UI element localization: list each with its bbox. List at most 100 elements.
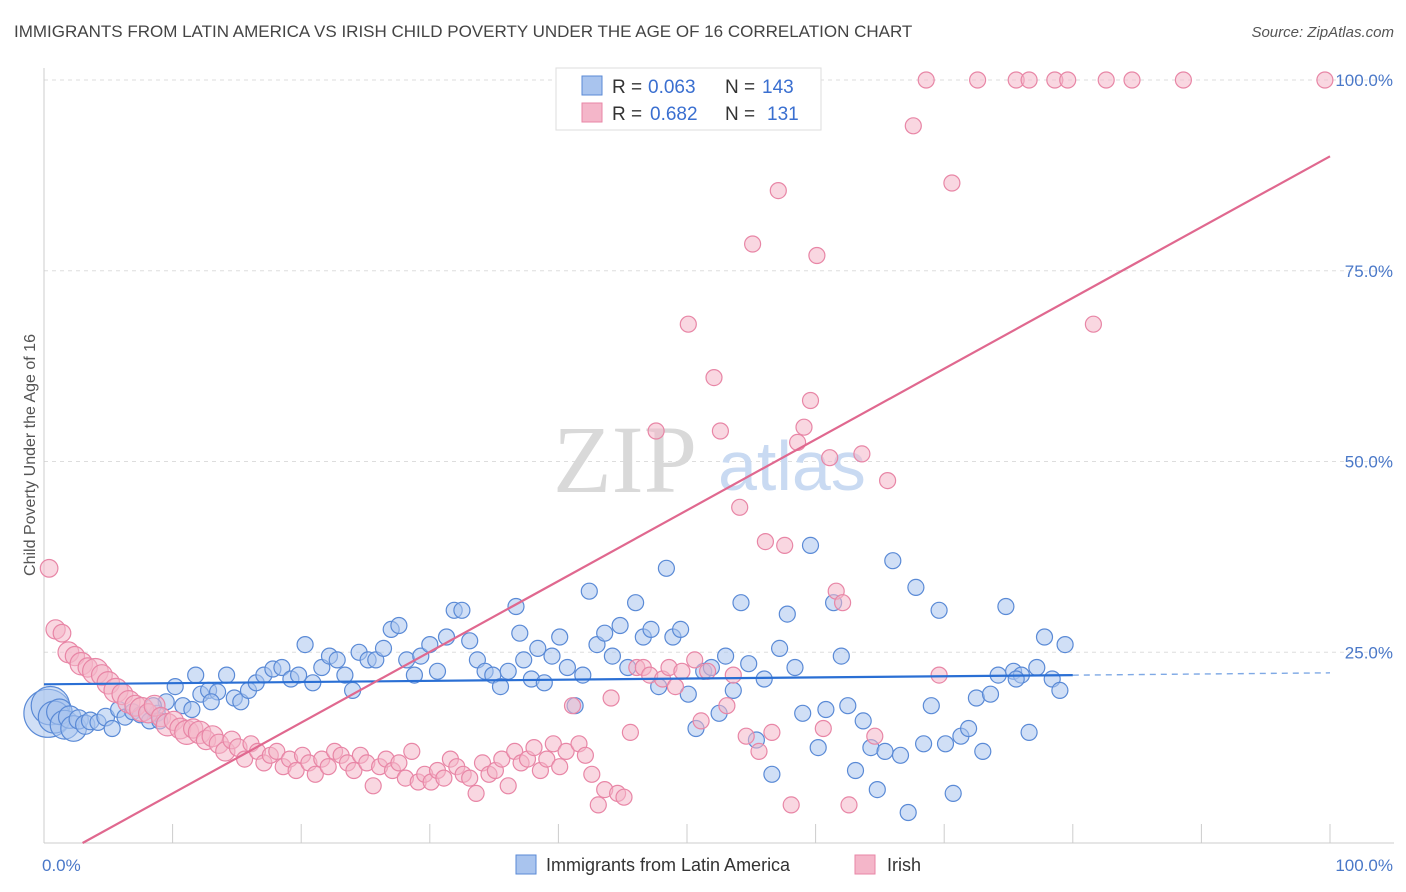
blue-point-64 xyxy=(515,651,533,669)
legend-r-label-pink: R = xyxy=(612,104,642,125)
pink-point-65 xyxy=(461,769,479,787)
blue-point-118 xyxy=(922,697,940,715)
y-axis-label: Child Poverty Under the Age of 16 xyxy=(22,334,39,576)
pink-point-90 xyxy=(621,723,640,742)
pink-point-121 xyxy=(821,449,839,467)
pink-point-50 xyxy=(364,777,382,795)
pink-point-117 xyxy=(795,418,813,436)
pink-point-110 xyxy=(750,742,768,761)
blue-point-99 xyxy=(778,605,796,623)
blue-point-56 xyxy=(453,601,471,619)
bottom-legend-swatch-pink xyxy=(854,854,876,875)
pink-point-126 xyxy=(866,727,884,745)
blue-point-40 xyxy=(328,651,346,669)
pink-point-118 xyxy=(801,391,820,410)
pink-point-56 xyxy=(403,742,421,761)
blue-point-136 xyxy=(1056,635,1074,654)
pink-point-107 xyxy=(731,498,749,516)
bottom-legend: Immigrants from Latin America Irish xyxy=(515,854,921,875)
blue-point-76 xyxy=(603,647,622,665)
blue-point-102 xyxy=(801,536,820,555)
legend-r-value-pink: 0.682 xyxy=(650,104,698,125)
blue-point-46 xyxy=(374,639,393,658)
pink-point-87 xyxy=(602,689,620,707)
pink-point-54 xyxy=(390,754,408,772)
blue-point-93 xyxy=(732,594,750,612)
pink-point-138 xyxy=(1097,71,1115,89)
legend-n-value-blue: 143 xyxy=(762,77,794,98)
blue-point-85 xyxy=(671,620,690,639)
trend-line-blue-extension xyxy=(1072,672,1331,676)
y-tick-100: 100.0% xyxy=(1335,71,1393,90)
blue-point-106 xyxy=(832,647,850,665)
trend-line-pink xyxy=(82,155,1331,844)
y-tick-50: 50.0% xyxy=(1345,453,1393,472)
top-legend: R = 0.063 N = 143 R = 0.682 N = 131 xyxy=(555,67,822,131)
pink-point-112 xyxy=(763,723,781,742)
pink-point-137 xyxy=(1084,315,1103,333)
blue-point-69 xyxy=(551,628,569,646)
blue-point-135 xyxy=(1051,681,1069,700)
pink-point-104 xyxy=(711,422,730,440)
pink-point-134 xyxy=(1020,71,1038,89)
blue-point-81 xyxy=(642,620,660,639)
pink-point-111 xyxy=(756,532,775,551)
y-tick-75: 75.0% xyxy=(1345,262,1393,281)
blue-point-131 xyxy=(1020,723,1038,742)
blue-point-66 xyxy=(529,639,547,658)
blue-point-33 xyxy=(273,658,291,677)
blue-point-114 xyxy=(891,746,910,764)
source-label: Source: ZipAtlas.com xyxy=(1251,24,1394,41)
blue-point-123 xyxy=(959,719,978,738)
pink-point-61 xyxy=(435,769,453,787)
pink-point-120 xyxy=(814,719,832,738)
blue-point-101 xyxy=(794,704,812,722)
blue-point-75 xyxy=(596,624,614,642)
pink-point-66 xyxy=(467,784,485,803)
watermark-zip: ZIP xyxy=(553,406,697,513)
legend-swatch-blue xyxy=(581,75,603,96)
x-tick-labels: 0.0% 100.0% xyxy=(42,856,1393,875)
blue-point-104 xyxy=(817,700,835,719)
pink-point-75 xyxy=(525,738,543,757)
blue-point-61 xyxy=(491,677,510,696)
blue-point-128 xyxy=(997,597,1015,616)
x-tick-min: 0.0% xyxy=(42,856,81,875)
blue-point-50 xyxy=(405,666,423,684)
blue-point-126 xyxy=(981,685,1000,703)
blue-point-133 xyxy=(1035,628,1054,646)
blue-point-94 xyxy=(740,655,758,673)
pink-point-119 xyxy=(808,246,826,265)
blue-point-120 xyxy=(936,735,955,753)
pink-point-127 xyxy=(878,472,897,490)
pink-point-89 xyxy=(615,788,633,806)
pink-point-128 xyxy=(904,117,922,135)
pink-point-123 xyxy=(833,594,852,612)
blue-point-62 xyxy=(499,662,517,680)
blue-point-109 xyxy=(854,712,872,730)
blue-point-97 xyxy=(763,765,781,783)
blue-point-91 xyxy=(716,647,735,665)
pink-point-100 xyxy=(686,651,704,669)
pink-point-0 xyxy=(39,558,59,578)
pink-point-80 xyxy=(557,742,575,761)
legend-n-label-pink: N = xyxy=(725,104,755,125)
pink-point-97 xyxy=(666,677,685,696)
blue-point-83 xyxy=(657,559,676,577)
blue-point-141 xyxy=(202,693,220,711)
blue-point-111 xyxy=(868,780,886,799)
pink-point-141 xyxy=(1316,71,1334,89)
blue-point-117 xyxy=(914,735,933,753)
pink-point-136 xyxy=(1059,71,1077,89)
pink-point-114 xyxy=(776,536,794,555)
blue-point-113 xyxy=(884,552,902,570)
pink-point-99 xyxy=(679,315,697,333)
legend-swatch-pink xyxy=(581,102,603,123)
blue-point-124 xyxy=(967,689,986,707)
pink-point-140 xyxy=(1174,71,1193,89)
pink-point-125 xyxy=(853,445,871,463)
blue-point-79 xyxy=(626,594,645,612)
pink-point-71 xyxy=(499,777,517,795)
legend-r-value-blue: 0.063 xyxy=(648,77,696,98)
